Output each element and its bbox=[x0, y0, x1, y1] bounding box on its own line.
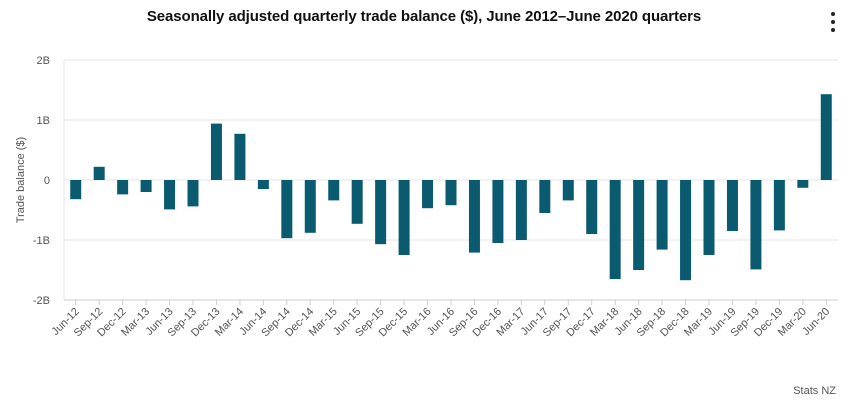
bar-jun-13[interactable] bbox=[164, 180, 176, 210]
y-axis-ticks: 2B 1B 0 -1B -2B bbox=[33, 55, 50, 307]
bar-dec-13[interactable] bbox=[210, 123, 222, 180]
bar-dec-12[interactable] bbox=[117, 180, 129, 195]
y-tick-label: 1B bbox=[37, 115, 50, 127]
bar-sep-12[interactable] bbox=[93, 166, 105, 180]
bar-sep-14[interactable] bbox=[281, 180, 293, 239]
bar-mar-13[interactable] bbox=[140, 180, 152, 192]
chart-menu-icon[interactable] bbox=[826, 12, 840, 32]
bar-jun-19[interactable] bbox=[726, 180, 738, 231]
bar-dec-18[interactable] bbox=[680, 180, 692, 281]
bar-dec-15[interactable] bbox=[398, 180, 410, 255]
source-label: Stats NZ bbox=[793, 385, 836, 397]
bar-mar-19[interactable] bbox=[703, 180, 715, 255]
y-tick-label: 2B bbox=[37, 55, 50, 67]
y-tick-label: -2B bbox=[33, 295, 50, 307]
bar-mar-20[interactable] bbox=[797, 180, 809, 188]
y-axis-title: Trade balance ($) bbox=[15, 137, 27, 223]
bar-jun-20[interactable] bbox=[820, 94, 832, 180]
bar-jun-17[interactable] bbox=[539, 180, 551, 213]
bar-mar-14[interactable] bbox=[234, 133, 246, 180]
bar-dec-14[interactable] bbox=[304, 180, 316, 233]
bar-sep-13[interactable] bbox=[187, 180, 199, 207]
bar-sep-18[interactable] bbox=[656, 180, 668, 250]
bar-jun-15[interactable] bbox=[351, 180, 363, 224]
x-axis-ticks: Jun-12Sep-12Dec-12Mar-13Jun-13Sep-13Dec-… bbox=[50, 300, 832, 339]
bar-sep-15[interactable] bbox=[375, 180, 387, 245]
bar-jun-12[interactable] bbox=[70, 180, 82, 200]
bar-mar-17[interactable] bbox=[515, 180, 527, 240]
bar-sep-17[interactable] bbox=[562, 180, 574, 201]
bar-mar-18[interactable] bbox=[609, 180, 621, 279]
bar-dec-19[interactable] bbox=[773, 180, 785, 231]
bar-jun-18[interactable] bbox=[633, 180, 645, 270]
bar-dec-17[interactable] bbox=[586, 180, 598, 234]
y-tick-label: 0 bbox=[44, 175, 50, 187]
bar-jun-14[interactable] bbox=[257, 180, 269, 189]
bar-jun-16[interactable] bbox=[445, 180, 457, 206]
bar-dec-16[interactable] bbox=[492, 180, 504, 243]
bar-mar-15[interactable] bbox=[328, 180, 340, 201]
bar-sep-19[interactable] bbox=[750, 180, 762, 270]
bar-sep-16[interactable] bbox=[468, 180, 480, 253]
chart-title: Seasonally adjusted quarterly trade bala… bbox=[146, 8, 702, 25]
y-tick-label: -1B bbox=[33, 235, 50, 247]
bar-series bbox=[70, 94, 832, 281]
bar-mar-16[interactable] bbox=[422, 180, 434, 209]
